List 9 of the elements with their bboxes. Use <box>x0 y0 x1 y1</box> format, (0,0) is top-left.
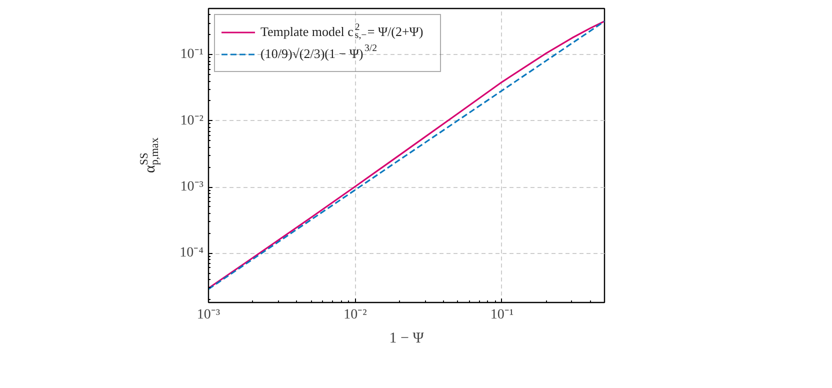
y-tick-label: 10⁻³ <box>180 180 204 195</box>
x-tick-label: 10⁻¹ <box>490 308 514 322</box>
y-axis-title: αp,maxSS <box>138 137 161 173</box>
y-tick-label: 10⁻⁴ <box>180 246 204 261</box>
x-tick-label: 10⁻³ <box>196 308 220 322</box>
x-tick-label: 10⁻² <box>344 308 367 322</box>
y-tick-label: 10⁻² <box>180 113 204 128</box>
x-axis-title: 1 − Ψ <box>389 330 425 346</box>
y-tick-label: 10⁻¹ <box>180 47 204 62</box>
